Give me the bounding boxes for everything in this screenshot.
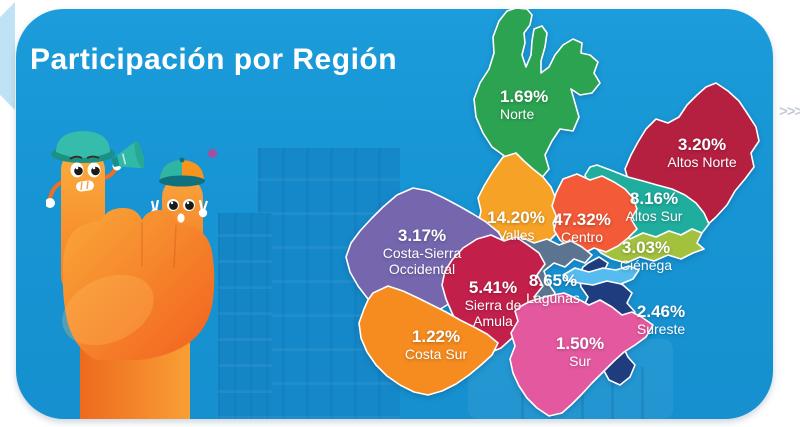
face-right-finger bbox=[167, 199, 195, 223]
region-name: Valles bbox=[497, 227, 535, 244]
region-shape-centro bbox=[551, 173, 638, 255]
region-label-costa-sur: 1.22% Costa Sur bbox=[404, 327, 468, 363]
glove-left bbox=[46, 198, 55, 208]
chevron-decoration: >>> bbox=[779, 103, 800, 120]
cap-icon bbox=[159, 157, 205, 187]
region-value: 1.22% bbox=[411, 327, 461, 346]
region-name: Costa-Sierra bbox=[382, 245, 462, 262]
region-label-sur: 1.50% Sur bbox=[555, 334, 605, 370]
region-value: 47.32% bbox=[553, 210, 611, 229]
region-name: Occidental bbox=[388, 261, 456, 278]
region-value: 1.69% bbox=[500, 87, 549, 106]
region-label-lagunas: 8.65% Lagunas bbox=[526, 271, 580, 307]
region-name: Norte bbox=[500, 106, 535, 123]
region-label-centro: 47.32% Centro bbox=[553, 210, 611, 246]
region-name: Altos Norte bbox=[667, 154, 737, 171]
region-name: Ciénega bbox=[619, 257, 673, 274]
region-shape-costa-sur bbox=[358, 285, 499, 396]
region-name: Lagunas bbox=[526, 290, 580, 307]
accent-dot bbox=[208, 149, 217, 158]
region-label-altos-sur: 8.16% Altos Sur bbox=[625, 189, 683, 225]
region-value: 5.41% bbox=[468, 278, 518, 297]
region-value: 2.46% bbox=[636, 302, 686, 321]
face-left-finger bbox=[69, 155, 101, 192]
hand-fist bbox=[62, 208, 215, 419]
lake-chapala-shape bbox=[562, 265, 640, 286]
region-label-sierra-de-amula: 5.41% Sierra de Amula bbox=[464, 278, 522, 330]
region-value: 1.50% bbox=[555, 334, 605, 353]
region-value: 8.65% bbox=[528, 271, 578, 290]
finger-characters-illustration bbox=[46, 131, 215, 419]
region-shape-norte bbox=[473, 9, 601, 184]
region-name: Amula bbox=[473, 313, 513, 330]
region-value: 3.03% bbox=[621, 238, 671, 257]
region-name: Sierra de bbox=[464, 297, 522, 314]
region-name: Sur bbox=[569, 353, 591, 370]
region-value: 8.16% bbox=[629, 189, 679, 208]
info-card: Participación por Región bbox=[16, 9, 773, 419]
bucket-hat-icon bbox=[51, 131, 115, 163]
region-value: 14.20% bbox=[487, 208, 545, 227]
region-value: 3.17% bbox=[397, 226, 447, 245]
jalisco-region-map bbox=[345, 9, 760, 417]
region-name: Sureste bbox=[636, 321, 686, 338]
region-name: Altos Sur bbox=[625, 208, 683, 225]
megaphone-icon bbox=[111, 140, 145, 169]
background-accent-shape bbox=[0, 2, 15, 110]
region-label-valles: 14.20% Valles bbox=[487, 208, 545, 244]
region-label-norte: 1.69% Norte bbox=[500, 87, 549, 123]
region-shape-sur bbox=[509, 292, 654, 417]
region-label-sureste: 2.46% Sureste bbox=[636, 302, 686, 338]
region-label-altos-norte: 3.20% Altos Norte bbox=[667, 135, 737, 171]
building-silhouette-small bbox=[218, 213, 272, 419]
region-name: Centro bbox=[560, 229, 604, 246]
region-label-cienega: 3.03% Ciénega bbox=[619, 238, 673, 274]
region-label-costa-sierra-occidental: 3.17% Costa-Sierra Occidental bbox=[382, 226, 462, 278]
region-value: 3.20% bbox=[677, 135, 727, 154]
page-title: Participación por Región bbox=[30, 43, 398, 76]
region-name: Costa Sur bbox=[404, 346, 468, 363]
